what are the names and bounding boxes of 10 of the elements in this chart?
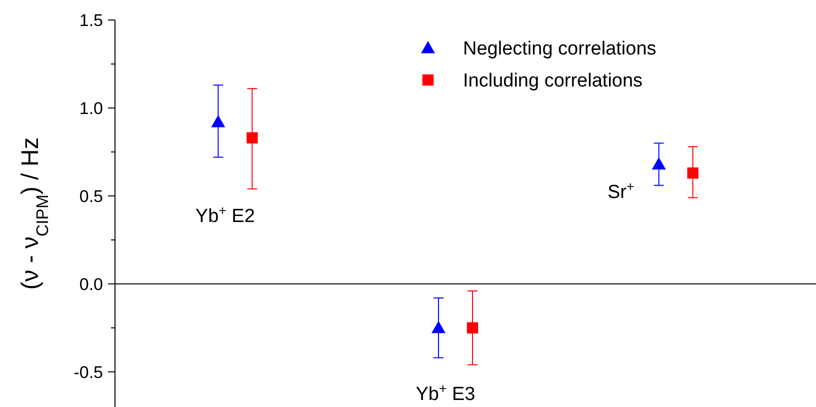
legend-label: Neglecting correlations: [463, 38, 656, 60]
legend-label: Including correlations: [463, 70, 643, 92]
y-tick-label: -0.5: [74, 362, 103, 382]
y-tick-label: 0.5: [79, 186, 103, 206]
y-tick-label: 1.5: [79, 10, 103, 30]
annotation: Yb$^{+}$ E3: [416, 380, 476, 405]
annotation: Yb$^{+}$ E2: [195, 202, 255, 227]
annotation: Sr$^{+}$: [607, 178, 634, 203]
y-tick-label: 0.0: [79, 274, 103, 294]
y-tick-label: 1.0: [79, 98, 103, 118]
